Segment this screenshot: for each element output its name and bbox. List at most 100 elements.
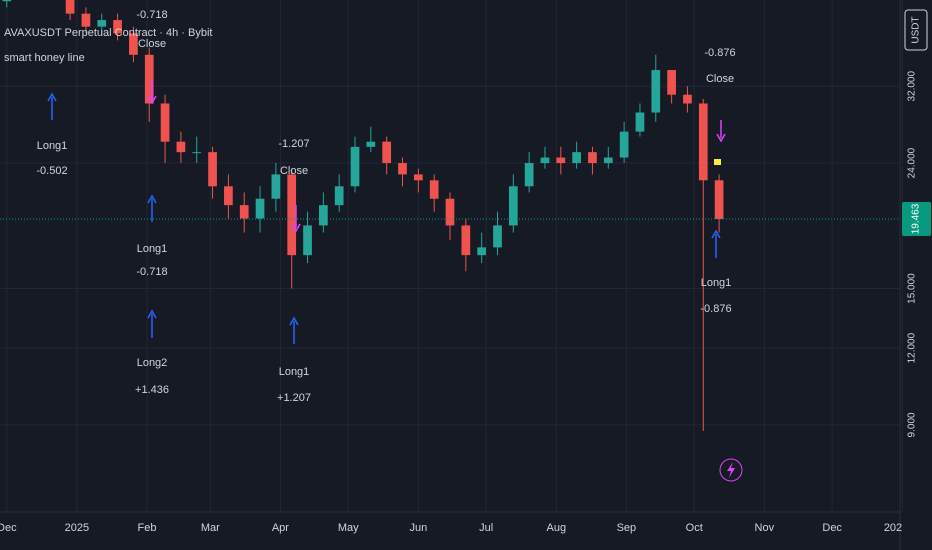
annotation: -0.718 <box>136 266 167 278</box>
candle-body <box>524 163 534 187</box>
annotation: -0.876 <box>704 47 735 59</box>
y-tick-label: 12.000 <box>907 332 918 363</box>
y-tick-label: 9.000 <box>907 412 918 437</box>
y-tick-label: 24.000 <box>907 147 918 178</box>
candle-body <box>572 152 581 164</box>
candle-body <box>366 141 376 147</box>
event-icon[interactable] <box>719 458 743 482</box>
annotation: +1.207 <box>277 392 311 404</box>
candle-body <box>603 157 613 164</box>
arrow-head <box>289 316 299 326</box>
candle-body <box>81 13 91 27</box>
x-tick-label: 2025 <box>65 522 89 534</box>
candle-body <box>382 141 392 164</box>
annotations <box>47 80 726 344</box>
candle-body <box>540 157 550 164</box>
candle-body <box>287 174 297 256</box>
candle-body <box>714 180 724 219</box>
lightning <box>727 462 735 478</box>
annotation: -0.876 <box>700 303 731 315</box>
arrow-head <box>147 194 157 204</box>
annotation: Long1 <box>137 243 168 255</box>
x-tick-label: Jul <box>479 522 493 534</box>
candle-body <box>350 146 360 187</box>
x-tick-label: May <box>338 522 359 534</box>
candle-body <box>239 205 249 219</box>
annotation: -0.502 <box>36 165 67 177</box>
candle-body <box>271 174 281 199</box>
currency-label: USDT <box>911 16 922 43</box>
y-tick-label: 15.000 <box>907 273 918 304</box>
y-tick-label: 32.000 <box>907 71 918 102</box>
annotation: Close <box>706 73 734 85</box>
candle-body <box>176 141 186 153</box>
annotation: Close <box>138 38 166 50</box>
candle-body <box>319 205 328 226</box>
indicator-name: smart honey line <box>4 52 85 64</box>
annotation: Long1 <box>279 366 310 378</box>
annotation: Long1 <box>37 140 68 152</box>
candle-body <box>493 225 502 248</box>
arrow-head <box>147 309 157 319</box>
annotation: -1.207 <box>278 138 309 150</box>
candle-body <box>398 163 407 175</box>
candle-body <box>208 152 217 187</box>
candle-body <box>461 225 471 256</box>
arrow-head <box>291 223 301 233</box>
candle-body <box>113 20 122 34</box>
x-tick-label: Nov <box>755 522 775 534</box>
annotation: Long2 <box>137 357 168 369</box>
candle-body <box>698 103 708 181</box>
candle-body <box>588 152 597 164</box>
candle-body <box>445 198 455 226</box>
candle-body <box>477 247 487 256</box>
annotation: Close <box>280 165 308 177</box>
annotation: Long1 <box>701 277 732 289</box>
x-tick-label: Feb <box>138 522 157 534</box>
x-tick-label: Apr <box>272 522 289 534</box>
candle-body <box>635 112 645 132</box>
candle-body <box>65 0 75 14</box>
arrow-head <box>47 92 57 102</box>
x-tick-label: Dec <box>0 522 17 534</box>
candle-body <box>683 94 692 104</box>
annotation: -0.718 <box>136 9 167 21</box>
candle-body <box>192 152 202 154</box>
candle-body <box>413 174 423 181</box>
candle-body <box>667 70 676 95</box>
candle-body <box>334 186 344 206</box>
arrow-head <box>716 133 726 143</box>
candle-body <box>97 20 107 27</box>
x-tick-label: Aug <box>546 522 566 534</box>
symbol-title: AVAXUSDT Perpetual Contract · 4h · Bybit <box>4 27 212 39</box>
candle-body <box>429 180 439 199</box>
x-tick-label: Mar <box>201 522 220 534</box>
candle-body <box>619 131 629 158</box>
marker <box>714 159 721 165</box>
x-tick-label: Jun <box>409 522 427 534</box>
candle-body <box>651 70 661 113</box>
candle-body <box>129 33 138 55</box>
candle-body <box>144 54 154 104</box>
currency-button[interactable] <box>904 9 928 51</box>
candle-body <box>556 157 566 164</box>
candle-body <box>508 186 518 226</box>
candle-body <box>303 225 312 256</box>
candle-body <box>160 103 170 142</box>
candle-body <box>255 198 265 219</box>
last-price-label: 19.463 <box>911 203 922 234</box>
last-price-tag <box>902 202 931 236</box>
arrow-head <box>147 95 157 105</box>
candles <box>2 0 724 431</box>
x-tick-label: Oct <box>686 522 703 534</box>
x-tick-label: Sep <box>617 522 637 534</box>
arrow-head <box>711 229 721 239</box>
x-tick-label: Dec <box>822 522 842 534</box>
annotation: +1.436 <box>135 384 169 396</box>
candle-body <box>2 0 12 2</box>
x-tick-label: 202 <box>884 522 902 534</box>
candle-body <box>224 186 233 206</box>
